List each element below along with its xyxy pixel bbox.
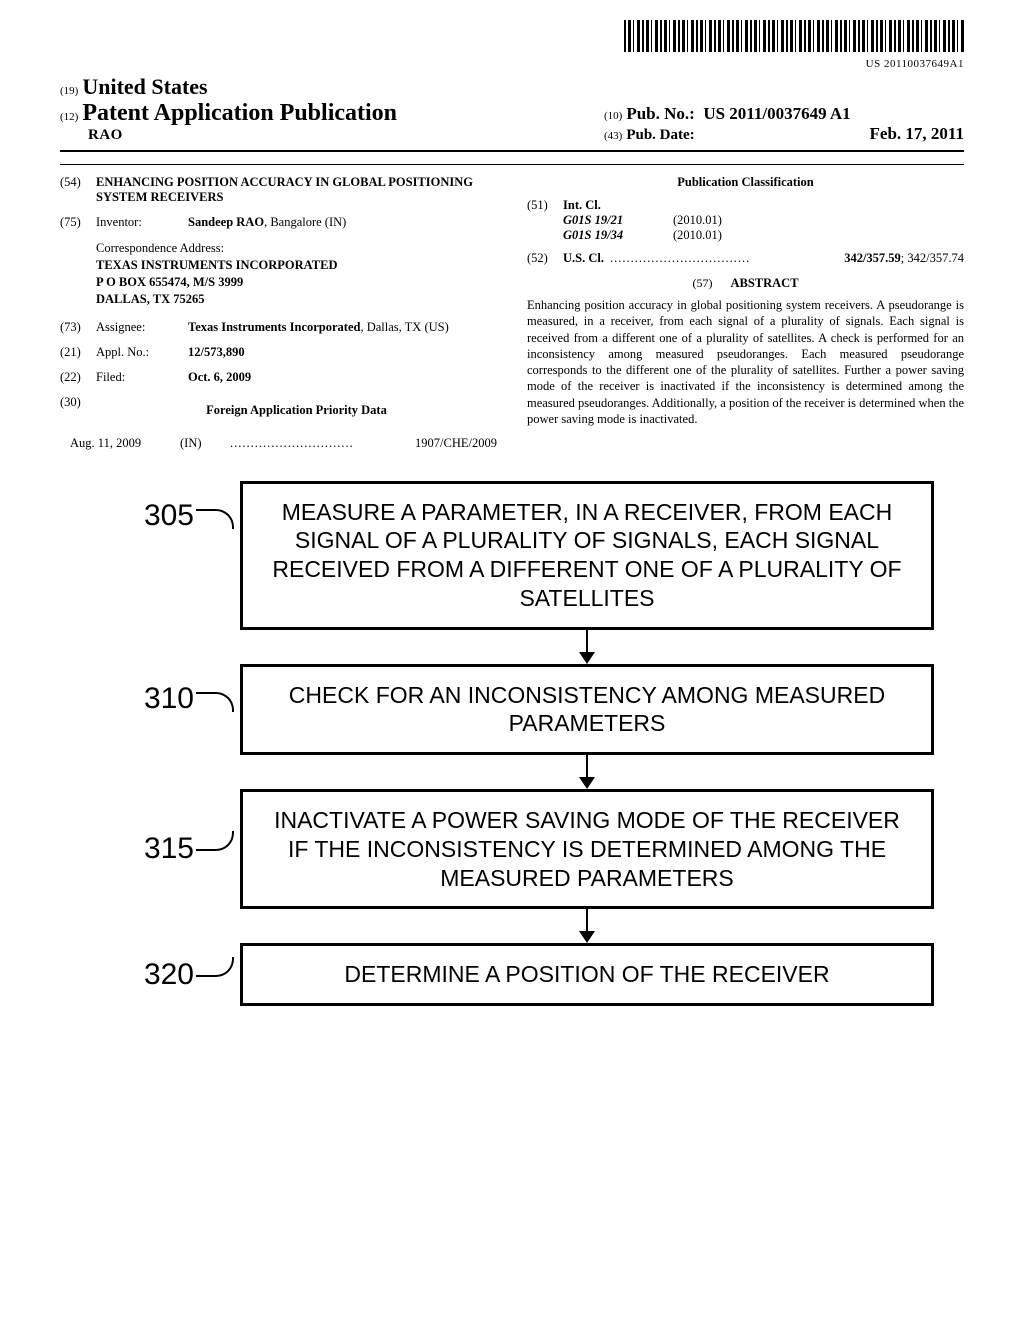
header-left: (19) United States (12) Patent Application… — [60, 74, 397, 144]
field-21-applno: (21) Appl. No.: 12/573,890 — [60, 345, 497, 360]
field-73-assignee: (73) Assignee: Texas Instruments Incorpo… — [60, 320, 497, 335]
flow-arrow-down — [240, 755, 934, 789]
field-label: Int. Cl. — [563, 198, 601, 213]
pubdate: Feb. 17, 2011 — [870, 124, 964, 144]
flow-node: 320 DETERMINE A POSITION OF THE RECEIVER — [90, 943, 934, 1006]
field-num: (73) — [60, 320, 96, 335]
pubdate-label: Pub. Date: — [626, 127, 694, 143]
intcl-row: G01S 19/21 (2010.01) — [527, 213, 964, 228]
field-30-foreign: (30) Foreign Application Priority Data A… — [60, 395, 497, 451]
flow-node-text: MEASURE A PARAMETER, IN A RECEIVER, FROM… — [240, 481, 934, 630]
assignee-value: Texas Instruments Incorporated, Dallas, … — [188, 320, 497, 335]
divider-thin — [60, 164, 964, 165]
field-label: Filed: — [96, 370, 188, 385]
field-num: (52) — [527, 251, 563, 266]
assignee-loc: , Dallas, TX (US) — [360, 320, 448, 334]
filed-value: Oct. 6, 2009 — [188, 370, 497, 385]
flow-arrow-down — [240, 909, 934, 943]
intcl-code: G01S 19/21 — [563, 213, 673, 228]
pubdate-line: (43) Pub. Date: Feb. 17, 2011 — [604, 124, 964, 144]
country-line: (19) United States — [60, 74, 397, 100]
assignee-name: Texas Instruments Incorporated — [188, 320, 360, 334]
foreign-row: Aug. 11, 2009 (IN) .....................… — [70, 436, 497, 451]
corr-line3: DALLAS, TX 75265 — [96, 291, 497, 308]
foreign-appnum: 1907/CHE/2009 — [415, 436, 497, 451]
field-num: (75) — [60, 215, 96, 230]
field-label: Appl. No.: — [96, 345, 188, 360]
abstract-label: ABSTRACT — [730, 276, 798, 290]
field-75-inventor: (75) Inventor: Sandeep RAO, Bangalore (I… — [60, 215, 497, 230]
foreign-cc: (IN) — [180, 436, 230, 451]
field-label: U.S. Cl. — [563, 251, 604, 266]
corr-line1: TEXAS INSTRUMENTS INCORPORATED — [96, 257, 497, 274]
field-52-uscl: (52) U.S. Cl. ..........................… — [527, 251, 964, 266]
uscl-value: 342/357.59; 342/357.74 — [844, 251, 964, 266]
flow-node: 305 MEASURE A PARAMETER, IN A RECEIVER, … — [90, 481, 934, 630]
dots: .................................. — [610, 251, 844, 266]
flow-node-id: 315 — [90, 832, 200, 866]
invention-title: ENHANCING POSITION ACCURACY IN GLOBAL PO… — [96, 175, 497, 205]
field-22-filed: (22) Filed: Oct. 6, 2009 — [60, 370, 497, 385]
code-10: (10) — [604, 110, 622, 122]
dots: .............................. — [230, 436, 415, 451]
pubno-label: Pub. No.: — [626, 104, 694, 123]
inventor-value: Sandeep RAO, Bangalore (IN) — [188, 215, 497, 230]
abstract-head: (57) ABSTRACT — [527, 276, 964, 291]
applno-value: 12/573,890 — [188, 345, 497, 360]
pubno-line: (10) Pub. No.: US 2011/0037649 A1 — [604, 104, 964, 124]
flowchart: 305 MEASURE A PARAMETER, IN A RECEIVER, … — [60, 481, 964, 1007]
code-43: (43) — [604, 130, 622, 142]
classification-head: Publication Classification — [527, 175, 964, 190]
field-54-title: (54) ENHANCING POSITION ACCURACY IN GLOB… — [60, 175, 497, 205]
flow-node-id: 305 — [90, 499, 200, 533]
header: (19) United States (12) Patent Application… — [60, 74, 964, 144]
correspondence-address: Correspondence Address: TEXAS INSTRUMENT… — [96, 240, 497, 308]
intcl-row: G01S 19/34 (2010.01) — [527, 228, 964, 243]
biblio-left-col: (54) ENHANCING POSITION ACCURACY IN GLOB… — [60, 175, 497, 451]
field-num: (21) — [60, 345, 96, 360]
field-num: (30) — [60, 395, 96, 426]
intcl-code: G01S 19/34 — [563, 228, 673, 243]
barcode-region: US 20110037649A1 — [60, 20, 964, 70]
header-right: (10) Pub. No.: US 2011/0037649 A1 (43) Pub… — [604, 104, 964, 144]
code-12: (12) — [60, 111, 78, 123]
abstract-body: Enhancing position accuracy in global po… — [527, 297, 964, 427]
flow-node-id: 320 — [90, 958, 200, 992]
code-19: (19) — [60, 85, 78, 97]
intcl-year: (2010.01) — [673, 213, 722, 228]
foreign-date: Aug. 11, 2009 — [70, 436, 180, 451]
corr-head: Correspondence Address: — [96, 240, 497, 257]
divider-thick — [60, 150, 964, 152]
flow-node-text: CHECK FOR AN INCONSISTENCY AMONG MEASURE… — [240, 664, 934, 756]
barcode-number: US 20110037649A1 — [60, 58, 964, 70]
flow-node-text: INACTIVATE A POWER SAVING MODE OF THE RE… — [240, 789, 934, 909]
pub-type: Patent Application Publication — [82, 100, 397, 126]
author-name: RAO — [88, 127, 397, 144]
country: United States — [82, 74, 207, 99]
foreign-head: Foreign Application Priority Data — [96, 403, 497, 418]
field-num: (22) — [60, 370, 96, 385]
pubno: US 2011/0037649 A1 — [703, 104, 850, 123]
field-num: (51) — [527, 198, 563, 213]
flow-node: 315 INACTIVATE A POWER SAVING MODE OF TH… — [90, 789, 934, 909]
barcode-graphic — [624, 20, 964, 52]
intcl-year: (2010.01) — [673, 228, 722, 243]
pub-type-line: (12) Patent Application Publication — [60, 100, 397, 127]
field-num: (57) — [692, 276, 712, 290]
bibliography: (54) ENHANCING POSITION ACCURACY IN GLOB… — [60, 175, 964, 451]
biblio-right-col: Publication Classification (51) Int. Cl.… — [527, 175, 964, 451]
field-label: Assignee: — [96, 320, 188, 335]
flow-arrow-down — [240, 630, 934, 664]
corr-line2: P O BOX 655474, M/S 3999 — [96, 274, 497, 291]
field-num: (54) — [60, 175, 96, 205]
inventor-name: Sandeep RAO — [188, 215, 264, 229]
flow-node-id: 310 — [90, 682, 200, 716]
flow-node-text: DETERMINE A POSITION OF THE RECEIVER — [240, 943, 934, 1006]
flow-node: 310 CHECK FOR AN INCONSISTENCY AMONG MEA… — [90, 664, 934, 756]
field-51-intcl: (51) Int. Cl. G01S 19/21 (2010.01) G01S … — [527, 198, 964, 243]
inventor-loc: , Bangalore (IN) — [264, 215, 346, 229]
field-label: Inventor: — [96, 215, 188, 230]
